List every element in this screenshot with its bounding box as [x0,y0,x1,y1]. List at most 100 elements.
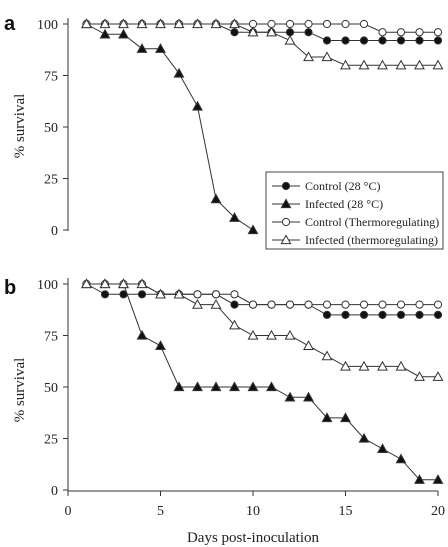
data-point [322,300,332,309]
data-point [99,28,111,39]
data-point [415,36,424,45]
data-point [210,18,222,29]
data-point [285,28,295,37]
y-tick-label: 75 [44,70,58,85]
data-point [396,310,406,319]
data-point [304,19,313,29]
data-point [100,290,110,299]
y-ticks-b: 0 25 50 75 100 [37,278,68,499]
data-point [248,300,258,309]
x-tick-label: 0 [65,504,72,519]
data-point [136,18,148,29]
data-point [248,19,258,29]
data-point [99,278,111,289]
x-tick-label: 10 [246,504,260,519]
panel-letter-b: b [4,277,16,299]
data-point [321,412,333,423]
data-point [414,371,425,381]
panel-a: a % survival 0 25 50 75 100 Control (28 °C) I… [4,13,444,250]
series-line [86,283,438,378]
data-point [192,298,203,309]
legend-marker [281,181,291,191]
data-point [247,329,259,340]
data-point [193,290,202,299]
data-point [173,67,185,78]
data-point [118,28,129,39]
data-point [377,443,388,453]
data-point [396,300,406,309]
data-point [285,300,295,309]
data-point [284,329,296,340]
legend-marker [280,198,292,209]
data-point [173,288,185,299]
data-point [358,360,370,371]
data-point [229,18,240,29]
data-point [192,18,203,29]
data-point [266,329,277,340]
data-point [415,310,424,319]
data-point [266,381,277,392]
series-infected-28-c [81,278,444,484]
legend-a: Control (28 °C) Infected (28 °C) Control (… [265,171,444,250]
legend-label-control-thermoregulating: Control (Thermoregulating) [305,215,439,229]
series-infected-thermoregulating [81,278,444,381]
data-point [321,350,333,361]
data-point [247,224,259,235]
data-point [210,381,222,392]
series-control-28-c [82,279,443,319]
data-point [230,28,239,37]
data-point [99,18,111,29]
x-tick-label: 20 [431,504,445,519]
data-point [432,474,444,484]
y-tick-label: 25 [44,173,58,188]
legend-label-infected-thermoregulating: Infected (thermoregulating) [305,233,438,247]
data-point [340,412,351,423]
data-point [359,36,369,45]
x-tick-label: 15 [339,504,353,519]
panel-letter-a: a [4,13,16,35]
y-tick-label: 25 [44,433,58,448]
data-point [378,36,387,45]
data-point [359,300,369,309]
data-point [81,278,92,289]
data-point [433,28,443,37]
data-point [229,381,240,392]
data-point [341,36,350,45]
data-point [136,278,148,289]
legend-marker [281,217,291,227]
data-point [433,36,443,45]
x-ticks-b: 0 5 10 15 20 [65,491,445,519]
y-axis-title-b: % survival [12,358,28,423]
data-point [433,300,443,309]
data-point [414,474,425,484]
data-point [192,381,203,392]
data-point [415,28,424,37]
data-point [155,288,166,299]
data-point [284,391,296,402]
x-tick-label: 5 [157,504,164,519]
y-tick-label: 0 [51,224,58,239]
data-point [395,453,407,464]
data-point [285,19,295,29]
data-point [395,59,407,70]
data-point [359,310,369,319]
data-point [358,432,370,443]
data-point [230,290,239,299]
data-point [322,36,332,45]
data-point [378,310,387,319]
data-point [341,19,350,29]
legend-box [265,171,444,250]
data-point [118,278,129,289]
y-ticks-a: 0 25 50 75 100 [37,18,68,239]
data-point [229,212,240,222]
data-point [414,59,425,70]
data-point [341,300,350,309]
data-point [340,59,351,70]
data-point [136,43,148,53]
data-point [322,19,332,29]
y-tick-label: 100 [37,278,58,293]
data-point [432,59,444,70]
data-point [267,19,276,29]
data-point [192,100,203,111]
series-group-a [81,18,444,235]
